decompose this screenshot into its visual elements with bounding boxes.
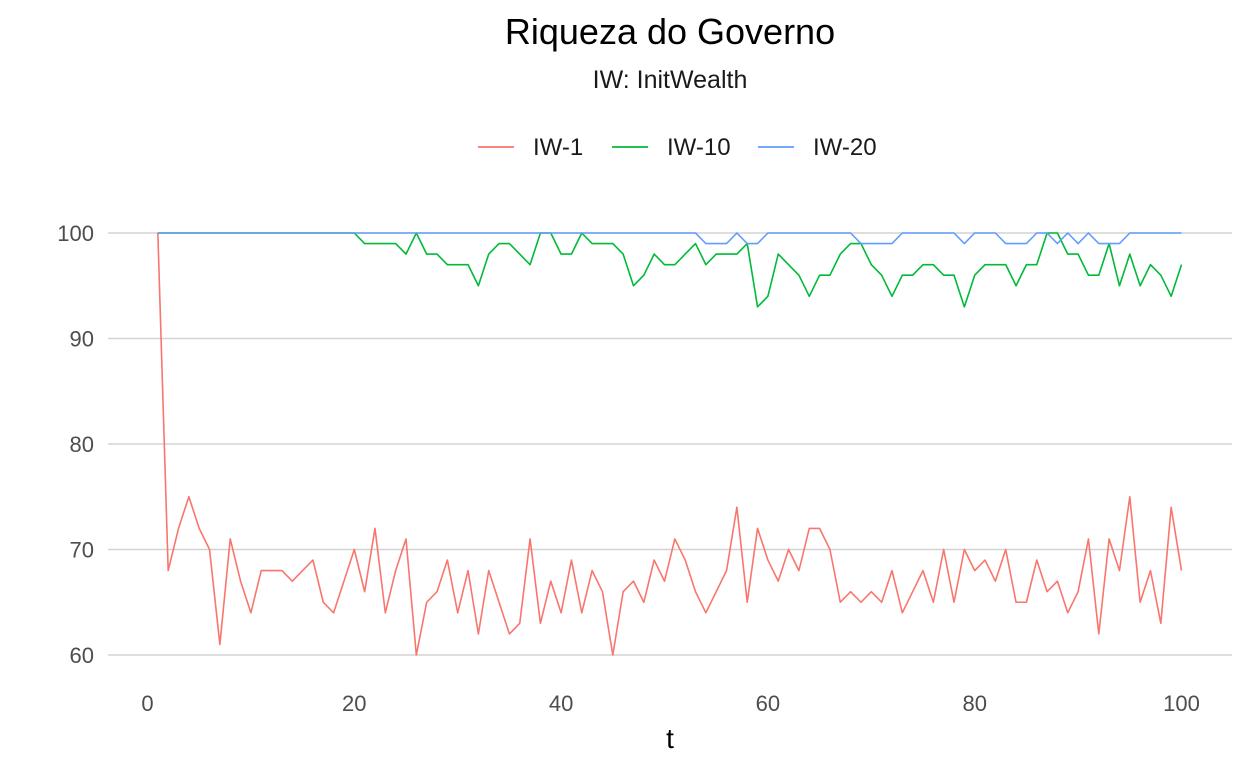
grid [108,232,1232,656]
chart-subtitle: IW: InitWealth [593,66,748,94]
x-tick-label: 60 [756,691,780,716]
x-axis: 0 20 40 60 80 100 [141,691,1199,716]
y-tick-label: 80 [70,432,94,457]
x-tick-label: 20 [342,691,366,716]
x-tick-label: 0 [141,691,153,716]
series-group [157,232,1183,656]
legend-label-iw-20: IW-20 [813,134,877,161]
x-tick-label: 80 [962,691,986,716]
legend-label-iw-10: IW-10 [667,134,731,161]
series-line-iw-20 [157,232,1182,245]
y-tick-label: 100 [57,221,94,246]
series-line-iw-1 [157,232,1183,656]
x-tick-label: 100 [1163,691,1200,716]
x-axis-title: t [666,723,674,754]
chart-title: Riqueza do Governo [505,11,835,52]
series-line-iw-10 [157,232,1183,308]
y-tick-label: 90 [70,327,94,352]
y-tick-label: 70 [70,538,94,563]
legend-label-iw-1: IW-1 [533,134,583,161]
legend: IW-1 IW-10 IW-20 [478,134,877,161]
y-tick-label: 60 [70,643,94,668]
y-axis: 60 70 80 90 100 [57,221,94,668]
x-tick-label: 40 [549,691,573,716]
